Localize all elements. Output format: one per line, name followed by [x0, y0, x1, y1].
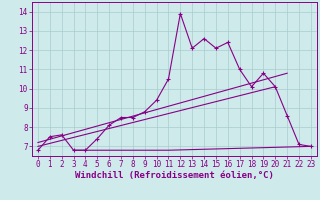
X-axis label: Windchill (Refroidissement éolien,°C): Windchill (Refroidissement éolien,°C) — [75, 171, 274, 180]
